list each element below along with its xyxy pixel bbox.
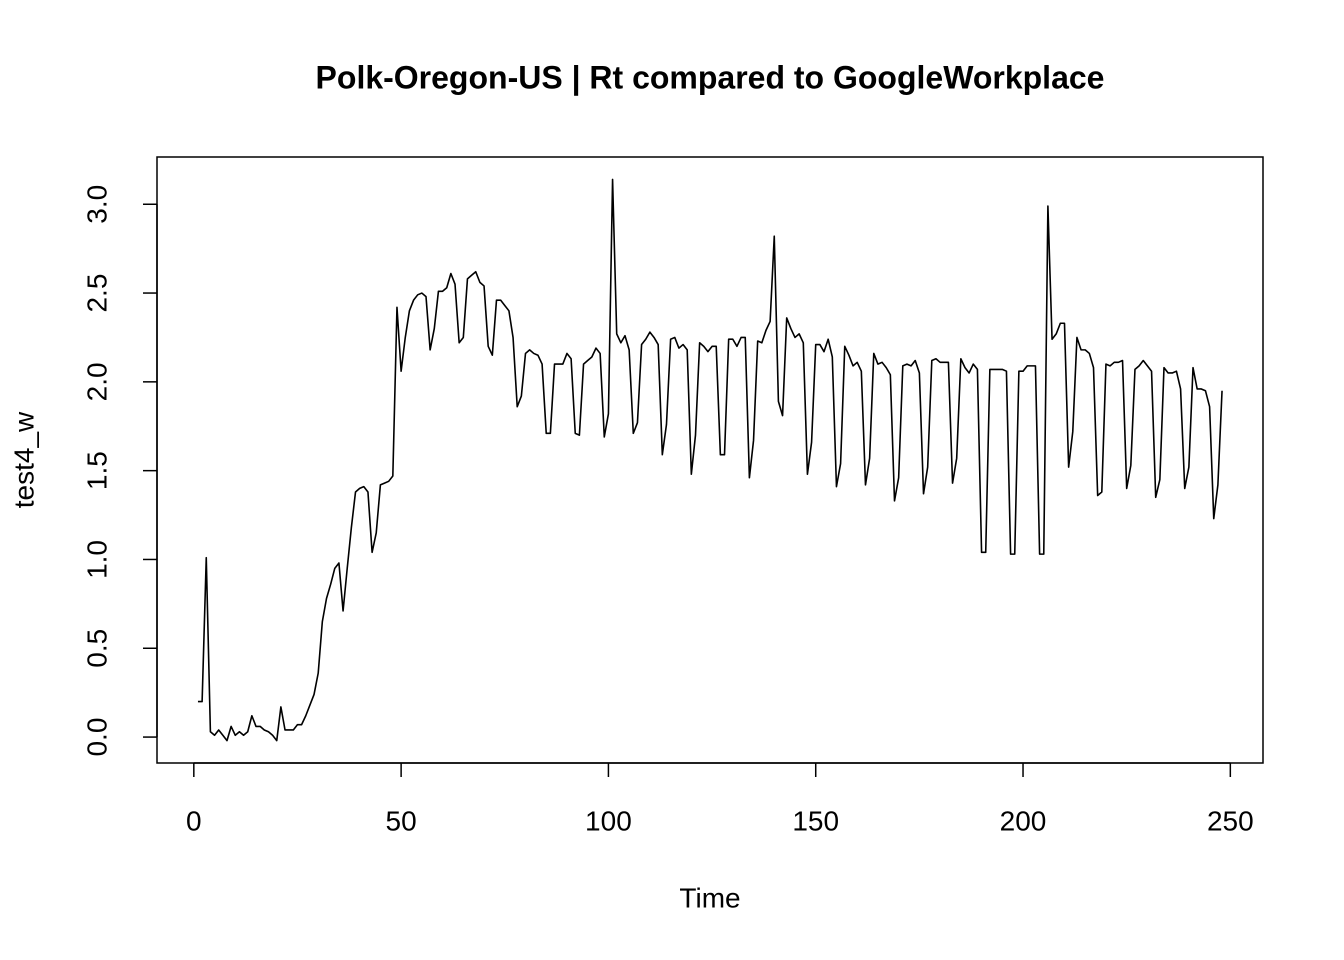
- x-tick-label: 250: [1207, 805, 1254, 836]
- y-tick-label: 1.0: [81, 540, 112, 579]
- x-tick-label: 0: [186, 805, 202, 836]
- y-tick-label: 2.5: [81, 274, 112, 313]
- y-tick-label: 1.5: [81, 451, 112, 490]
- x-tick-label: 50: [386, 805, 417, 836]
- chart-title: Polk-Oregon-US | Rt compared to GoogleWo…: [316, 59, 1105, 95]
- y-axis-label: test4_w: [8, 411, 39, 508]
- y-tick-label: 2.0: [81, 362, 112, 401]
- y-tick-label: 3.0: [81, 185, 112, 224]
- x-tick-label: 100: [585, 805, 632, 836]
- x-axis-label: Time: [679, 882, 740, 913]
- x-tick-label: 200: [1000, 805, 1047, 836]
- y-tick-label: 0.0: [81, 718, 112, 757]
- y-tick-label: 0.5: [81, 629, 112, 668]
- data-line: [197, 178, 1223, 742]
- x-tick-label: 150: [792, 805, 839, 836]
